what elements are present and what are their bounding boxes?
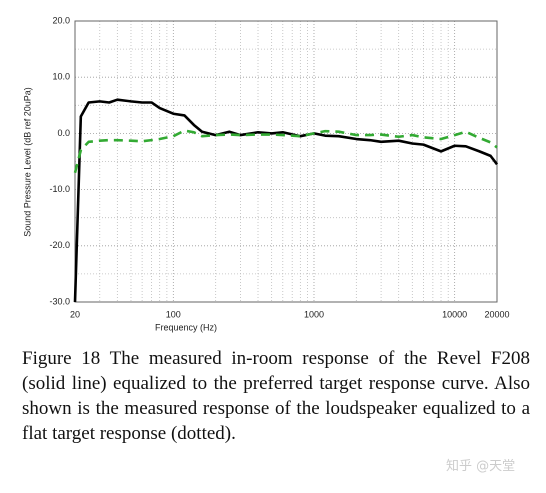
- x-axis-label: Frequency (Hz): [155, 322, 217, 332]
- watermark: 知乎 @天堂: [446, 459, 516, 474]
- x-tick-label: 20: [70, 309, 80, 319]
- caption: Figure 18 The measured in-room response …: [22, 348, 530, 444]
- y-axis-label: Sound Pressure Level (dB ref 20uPa): [22, 87, 32, 237]
- x-tick-label: 20000: [484, 309, 509, 319]
- y-tick-label: 0.0: [57, 128, 70, 138]
- y-tick-label: 20.0: [52, 15, 70, 25]
- x-tick-label: 1000: [304, 309, 324, 319]
- y-tick-label: -20.0: [49, 240, 70, 250]
- x-tick-label: 100: [166, 309, 181, 319]
- y-tick-label: 10.0: [52, 72, 70, 82]
- series-line: [73, 98, 499, 303]
- chart: Frequency (Hz) Sound Pressure Level (dB …: [22, 15, 509, 332]
- x-tick-label: 10000: [442, 309, 467, 319]
- series-line: [73, 129, 498, 174]
- plot-border: [74, 20, 498, 303]
- y-tick-label: -10.0: [49, 184, 70, 194]
- y-tick-label: -30.0: [49, 296, 70, 306]
